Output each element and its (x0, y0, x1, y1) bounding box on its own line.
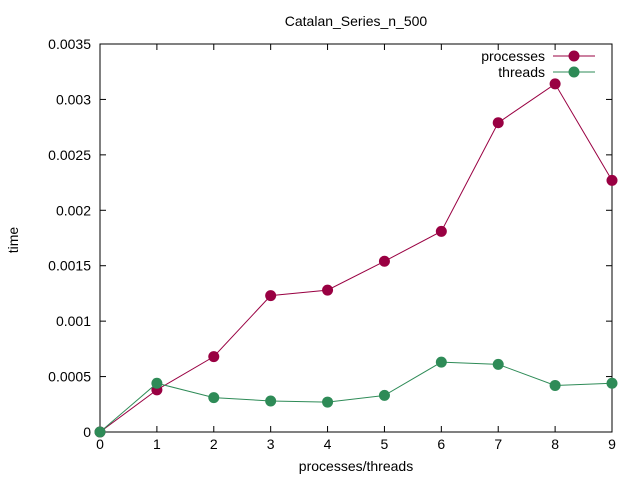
x-tick-label: 1 (153, 436, 161, 452)
x-tick-label: 3 (267, 436, 275, 452)
x-axis-label: processes/threads (299, 458, 413, 474)
legend-marker-processes (568, 50, 580, 62)
y-tick-label: 0.0035 (48, 36, 91, 52)
y-axis-label: time (5, 227, 21, 254)
series-point-threads (94, 426, 106, 438)
chart-title: Catalan_Series_n_500 (285, 13, 428, 29)
series-point-processes (378, 255, 390, 267)
series-point-processes (322, 284, 334, 296)
series-point-threads (378, 389, 390, 401)
x-tick-label: 6 (437, 436, 445, 452)
series-point-processes (606, 174, 618, 186)
y-tick-label: 0.0025 (48, 147, 91, 163)
legend-marker-threads (568, 66, 580, 78)
x-tick-label: 4 (324, 436, 332, 452)
series-point-threads (265, 395, 277, 407)
series-point-processes (492, 117, 504, 129)
plot-area: 0 0.0005 0.001 0.0015 0.002 0.0025 0.003 0.0035… (48, 36, 618, 452)
series-point-threads (435, 356, 447, 368)
y-tick-label: 0.0015 (48, 258, 91, 274)
series-point-processes (549, 78, 561, 90)
y-tick-label: 0.003 (56, 91, 91, 107)
series-line-threads (99, 361, 613, 433)
legend-label-threads: threads (498, 64, 545, 80)
x-tick-label: 5 (381, 436, 389, 452)
x-tick-label: 2 (210, 436, 218, 452)
x-tick-label: 7 (494, 436, 502, 452)
legend-label-processes: processes (481, 48, 545, 64)
x-tick-label: 9 (608, 436, 616, 452)
series-point-processes (435, 225, 447, 237)
series-point-threads (606, 377, 618, 389)
y-tick-label: 0.0005 (48, 369, 91, 385)
plot-frame (99, 43, 613, 433)
series-point-processes (265, 290, 277, 302)
x-tick-label: 8 (551, 436, 559, 452)
y-tick-label: 0.001 (56, 313, 91, 329)
series-point-threads (151, 377, 163, 389)
x-tick-label: 0 (96, 436, 104, 452)
series-point-processes (208, 351, 220, 363)
series-point-threads (208, 392, 220, 404)
y-tick-label: 0.002 (56, 202, 91, 218)
series-point-threads (322, 396, 334, 408)
series-point-threads (492, 358, 504, 370)
series-point-threads (549, 379, 561, 391)
y-tick-label: 0 (83, 424, 91, 440)
series-line-processes (99, 83, 613, 433)
